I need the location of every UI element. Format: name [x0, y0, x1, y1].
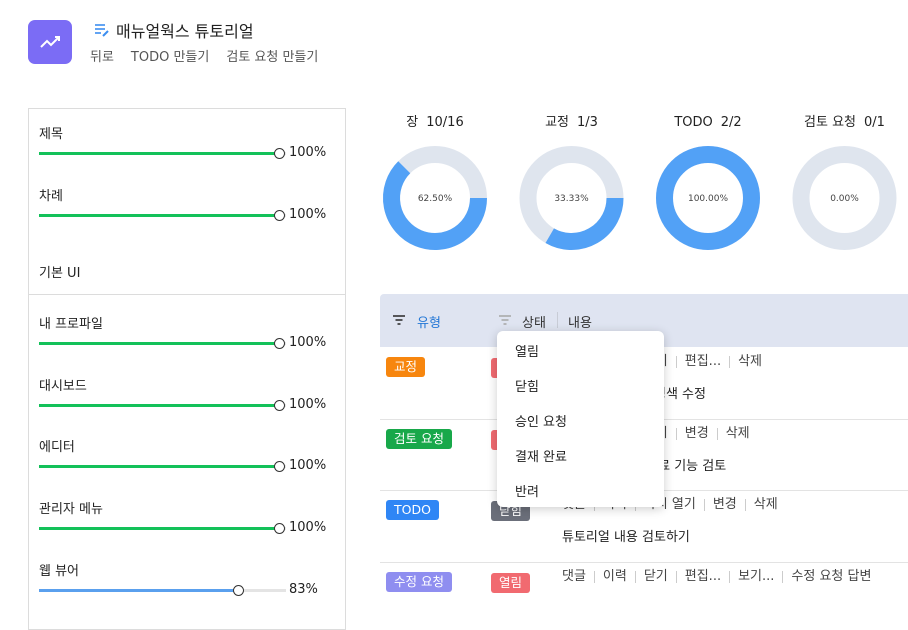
progress-value: 100% — [289, 335, 327, 351]
type-tag: 검토 요청 — [386, 428, 452, 449]
progress-knob[interactable] — [274, 148, 285, 159]
progress-value: 83% — [289, 581, 318, 597]
app-icon[interactable] — [28, 20, 72, 64]
progress-bar — [39, 213, 279, 217]
progress-knob[interactable] — [274, 209, 285, 221]
donut-label: 100.00% — [688, 194, 728, 204]
stat-name: TODO — [673, 115, 712, 130]
progress-label: 차례 — [39, 188, 63, 204]
donut-arc — [383, 161, 487, 250]
donut-arc — [545, 197, 624, 250]
row-action[interactable]: 댓글 — [562, 568, 586, 584]
stat-name: 장 — [406, 115, 418, 130]
progress-knob[interactable] — [274, 399, 285, 411]
row-action[interactable]: 변경 — [703, 498, 745, 511]
progress-label: 제목 — [39, 127, 63, 142]
progress-bar — [39, 588, 239, 592]
dropdown-item[interactable]: 열림 — [515, 345, 539, 360]
nav-link[interactable]: TODO 만들기 — [130, 50, 210, 65]
row-action[interactable]: 편집... — [675, 355, 729, 368]
progress-knob[interactable] — [274, 523, 285, 534]
row-action[interactable]: 닫기 — [634, 570, 676, 583]
dropdown-item[interactable]: 승인 요청 — [515, 415, 567, 430]
nav-link[interactable]: 검토 요청 만들기 — [226, 50, 319, 65]
progress-value: 100% — [289, 206, 327, 222]
column-header[interactable]: 내용 — [568, 316, 592, 331]
stat-count: 2/2 — [721, 115, 742, 130]
row-actions: 댓글 이력 닫기 편집... 보기... 수정 요청 답변 — [562, 569, 879, 584]
type-tag: TODO — [386, 500, 439, 520]
donut-label: 62.50% — [418, 194, 453, 204]
row-action[interactable]: 삭제 — [729, 355, 770, 368]
column-header[interactable]: 상태 — [522, 316, 546, 331]
icon-graphic — [40, 36, 60, 48]
row-action[interactable]: 수정 요청 답변 — [782, 570, 879, 583]
dropdown-item[interactable]: 닫힘 — [515, 380, 539, 395]
row-action[interactable]: 편집... — [675, 570, 729, 583]
donut-label: 33.33% — [554, 194, 589, 204]
donut-arc — [655, 146, 760, 250]
row-action[interactable]: 삭제 — [716, 427, 758, 440]
doc-icon — [95, 24, 109, 37]
progress-value: 100% — [289, 396, 327, 412]
issue-table: 유형상태내용교정열림댓글이력닫기편집...삭제사이드바 메뉴 배경색 수정검토 … — [380, 294, 908, 614]
page: 매뉴얼웍스 튜토리얼 뒤로 TODO 만들기 검토 요청 만들기 제목 100% 차례 1… — [28, 20, 908, 630]
divider — [29, 294, 345, 296]
progress-knob[interactable] — [233, 584, 245, 596]
progress-value: 100% — [289, 520, 327, 535]
dropdown-item[interactable]: 결재 완료 — [515, 450, 567, 465]
type-tag: 교정 — [386, 357, 426, 377]
filter-icon[interactable] — [498, 314, 512, 326]
progress-value: 100% — [289, 145, 327, 160]
progress-knob[interactable] — [274, 338, 285, 350]
stat-title: 장 10/16 — [406, 115, 463, 130]
row-content: 튜토리얼 내용 검토하기 — [562, 530, 690, 545]
row-action[interactable]: 보기... — [729, 570, 782, 583]
column-divider — [557, 312, 558, 328]
row-action[interactable]: 삭제 — [744, 498, 786, 511]
stat-title: TODO 2/2 — [673, 115, 741, 130]
donut-label: 0.00% — [830, 194, 859, 204]
stat-title: 교정 1/3 — [545, 115, 598, 130]
page-title: 매뉴얼웍스 튜토리얼 — [116, 22, 254, 41]
progress-bar — [39, 342, 279, 346]
progress-label: 관리자 메뉴 — [39, 502, 103, 517]
stat-count: 1/3 — [577, 115, 598, 130]
progress-panel: 제목 100% 차례 100% 기본 UI 내 프로파일 100% 대시보드 100% 에디터 10… — [28, 108, 346, 630]
dropdown-item[interactable]: 반려 — [515, 485, 539, 500]
filter-icon[interactable] — [392, 314, 406, 326]
column-header[interactable]: 유형 — [417, 316, 441, 331]
progress-bar — [39, 527, 279, 530]
progress-label: 에디터 — [39, 440, 75, 456]
section-title: 기본 UI — [39, 266, 81, 282]
progress-bar — [39, 465, 279, 469]
type-tag: 수정 요청 — [386, 571, 452, 592]
row-action[interactable]: 변경 — [675, 427, 717, 440]
stat-name: 검토 요청 — [804, 115, 856, 130]
progress-bar — [39, 403, 279, 407]
stat-count: 10/16 — [426, 115, 463, 130]
progress-label: 웹 뷰어 — [39, 563, 80, 579]
progress-knob[interactable] — [274, 461, 285, 473]
row-divider — [380, 561, 908, 563]
row-action[interactable]: 이력 — [593, 570, 635, 583]
progress-value: 100% — [289, 458, 327, 474]
stat-count: 0/1 — [864, 115, 885, 130]
stats: 장 10/16 62.50% 교정 1/3 33.33% TODO 2/2 100.00% 검토 … — [383, 115, 897, 250]
progress-label: 대시보드 — [39, 378, 87, 394]
nav: 뒤로 TODO 만들기 검토 요청 만들기 — [90, 46, 335, 65]
progress-label: 내 프로파일 — [39, 317, 103, 333]
donut-track — [792, 146, 897, 250]
nav-link[interactable]: 뒤로 — [90, 50, 114, 65]
status-tag: 열림 — [491, 572, 531, 593]
stat-name: 교정 — [545, 115, 569, 130]
progress-bar — [39, 152, 279, 155]
stat-title: 검토 요청 0/1 — [804, 115, 885, 130]
